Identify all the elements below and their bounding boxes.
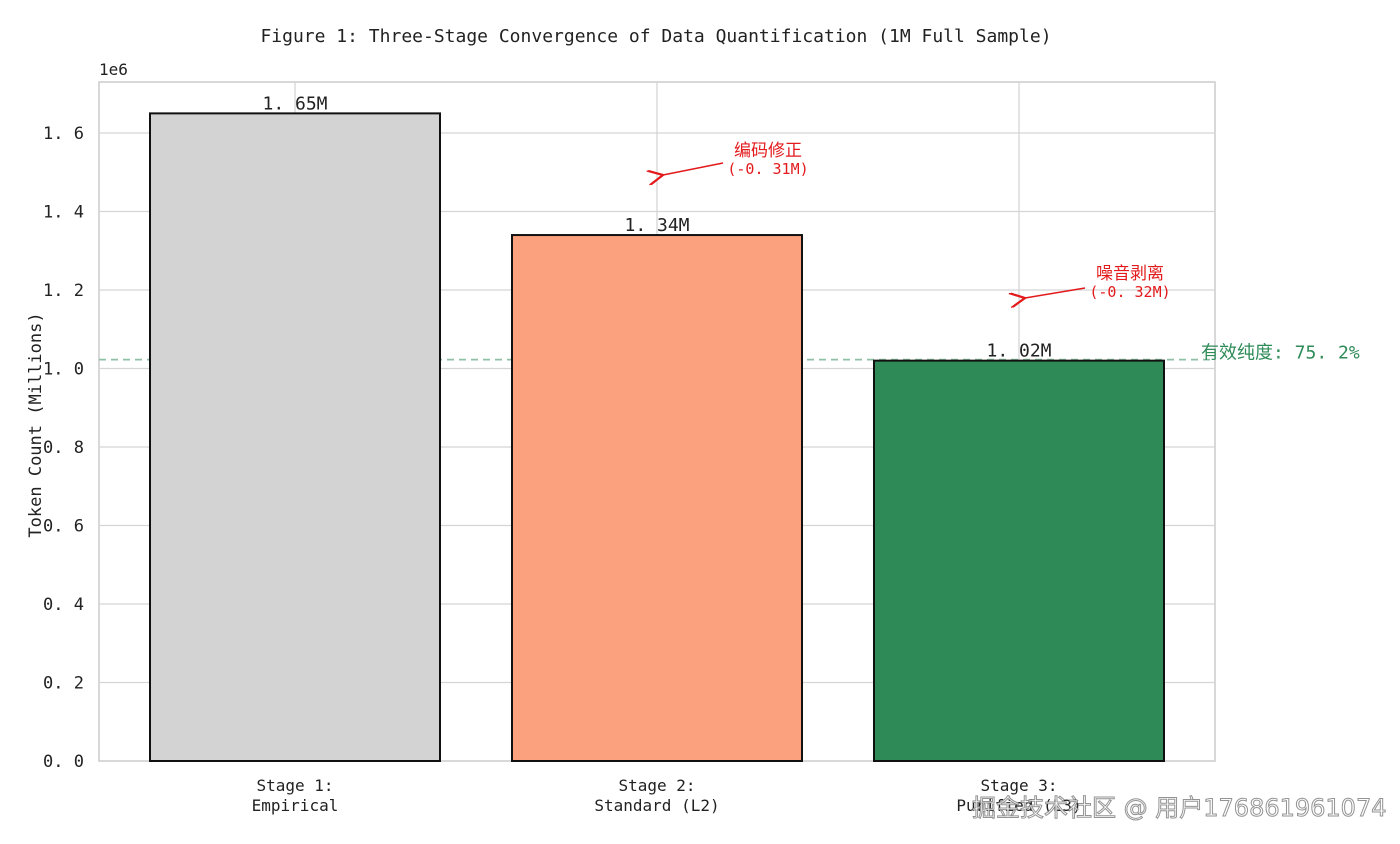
x-tick-label: Purified (L3) xyxy=(956,796,1081,815)
bars: 1. 65M 1. 34M 1. 02M xyxy=(149,93,1165,763)
y-tick-label: 1. 4 xyxy=(43,203,84,223)
bar-value-label: 1. 02M xyxy=(986,341,1051,362)
reference-line-label: 有效纯度: 75. 2% xyxy=(1201,343,1360,364)
y-tick-label: 1. 6 xyxy=(43,124,84,144)
annotation-label: 噪音剥离 xyxy=(1096,264,1164,284)
arrow-icon xyxy=(663,162,724,175)
x-axis-ticks: Stage 1:Empirical Stage 2:Standard (L2) St… xyxy=(252,776,1082,815)
y-tick-label: 1. 2 xyxy=(43,281,84,301)
bar-value-label: 1. 34M xyxy=(624,215,689,236)
y-tick-label: 0. 6 xyxy=(43,517,84,537)
bar-stage-3 xyxy=(873,359,1165,762)
y-tick-label: 0. 2 xyxy=(43,674,84,694)
bar-stage-2 xyxy=(511,234,803,763)
annotation-delta: (-0. 31M) xyxy=(727,160,808,178)
bar-value-label: 1. 65M xyxy=(262,93,327,114)
y-tick-label: 0. 0 xyxy=(43,752,84,772)
y-axis-ticks: 0. 0 0. 2 0. 4 0. 6 0. 8 1. 0 1. 2 1. 4 1. 6 xyxy=(43,124,84,772)
arrow-icon xyxy=(1025,287,1086,298)
y-tick-label: 1. 0 xyxy=(43,360,84,380)
x-tick-label: Stage 3: xyxy=(980,776,1057,795)
chart-title: Figure 1: Three-Stage Convergence of Dat… xyxy=(260,26,1051,47)
y-axis-label: Token Count (Millions) xyxy=(26,312,46,537)
watermark: 掘金技术社区 @ 用户176861961074 xyxy=(972,794,1387,823)
x-tick-label: Empirical xyxy=(252,796,339,815)
y-tick-label: 0. 8 xyxy=(43,438,84,458)
annotation-delta: (-0. 32M) xyxy=(1089,283,1170,301)
bar-stage-1 xyxy=(149,112,441,762)
annotation-label: 编码修正 xyxy=(734,141,802,161)
annotations: 编码修正(-0. 31M) 噪音剥离(-0. 32M) xyxy=(663,141,1171,301)
y-offset-label: 1e6 xyxy=(99,60,128,79)
x-tick-label: Standard (L2) xyxy=(594,796,719,815)
x-tick-label: Stage 1: xyxy=(256,776,333,795)
y-tick-label: 0. 4 xyxy=(43,595,84,615)
x-tick-label: Stage 2: xyxy=(618,776,695,795)
